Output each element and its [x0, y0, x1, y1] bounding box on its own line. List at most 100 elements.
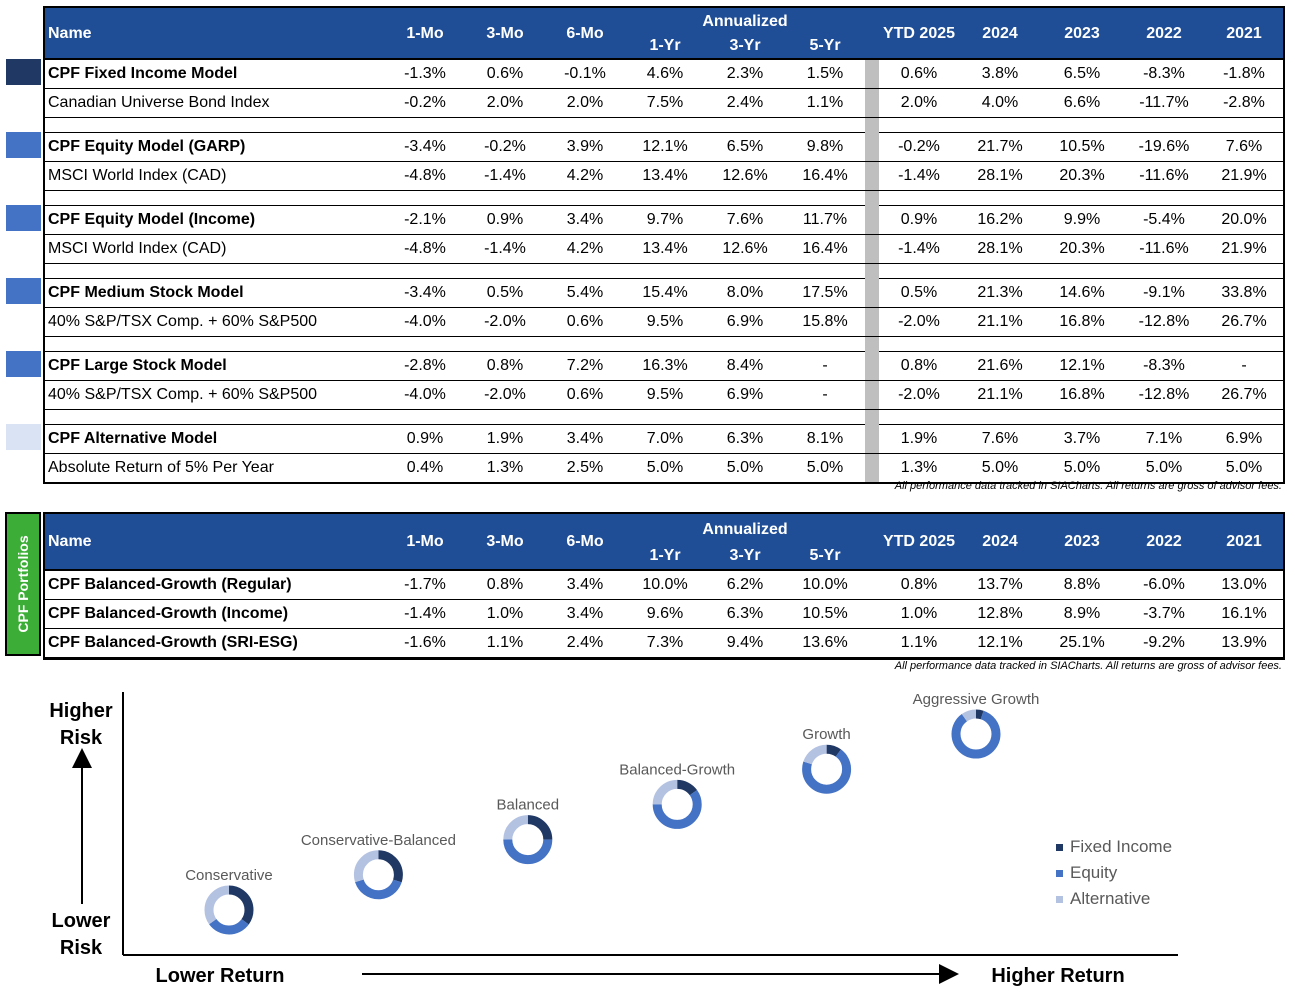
- table-cell: 8.4%: [726, 357, 764, 374]
- col-name: Name: [48, 25, 92, 42]
- table-cell: 21.7%: [977, 138, 1023, 155]
- portfolio-donut-aggressive-growth: Aggressive Growth: [913, 691, 1040, 759]
- table-cell: 25.1%: [1059, 634, 1105, 651]
- table-cell: -19.6%: [1138, 138, 1190, 155]
- table-cell: 16.2%: [977, 211, 1023, 228]
- col-3yr: 3-Yr: [729, 37, 761, 54]
- chart-legend: Fixed Income Equity Alternative: [1056, 834, 1172, 912]
- table-cell: 6.5%: [1063, 65, 1101, 82]
- table-cell: -8.3%: [1143, 357, 1185, 374]
- table-cell: 9.6%: [646, 605, 684, 622]
- table-cell: 16.8%: [1059, 313, 1105, 330]
- table-cell: 15.8%: [802, 313, 848, 330]
- table-cell: 8.0%: [726, 284, 764, 301]
- table-cell: 1.3%: [486, 459, 524, 476]
- table-cell: -2.8%: [404, 357, 446, 374]
- table-cell: -2.0%: [484, 386, 526, 403]
- row-name: CPF Alternative Model: [48, 430, 218, 447]
- table-cell: 2.0%: [486, 94, 524, 111]
- col-annualized: Annualized: [702, 13, 788, 30]
- table-cell: 10.0%: [802, 576, 848, 593]
- table-cell: 9.5%: [646, 386, 684, 403]
- table-cell: 11.7%: [802, 211, 848, 228]
- col-1yr: 1-Yr: [649, 37, 681, 54]
- table-cell: -5.4%: [1143, 211, 1185, 228]
- table-cell: -: [822, 386, 828, 403]
- row-name: CPF Large Stock Model: [48, 357, 227, 374]
- col-2021: 2021: [1226, 533, 1262, 550]
- row-name: CPF Balanced-Growth (Income): [48, 605, 289, 622]
- table-cell: 28.1%: [977, 167, 1023, 184]
- legend-swatch: [1056, 843, 1063, 851]
- table-cell: 17.5%: [802, 284, 848, 301]
- table-header: Name 1-Mo 3-Mo 6-Mo Annualized 1-Yr 3-Yr…: [45, 8, 1283, 60]
- higher-return-label: Higher Return: [991, 965, 1125, 987]
- table-cell: 13.7%: [977, 576, 1023, 593]
- table-cell: 2.4%: [566, 634, 604, 651]
- table-cell: 9.5%: [646, 313, 684, 330]
- table-cell: 33.8%: [1221, 284, 1267, 301]
- table-cell: -0.2%: [404, 94, 446, 111]
- row-name: Canadian Universe Bond Index: [48, 94, 270, 111]
- table-cell: -1.4%: [404, 605, 446, 622]
- table-cell: 13.4%: [642, 167, 688, 184]
- legend-label: Equity: [1070, 863, 1118, 882]
- table-cell: -2.0%: [898, 313, 940, 330]
- group-spacer: [45, 264, 1283, 279]
- col-2023: 2023: [1064, 533, 1100, 550]
- table-cell: -3.7%: [1143, 605, 1185, 622]
- col-5yr: 5-Yr: [809, 37, 841, 54]
- table-cell: 1.0%: [486, 605, 524, 622]
- table-cell: -1.7%: [404, 576, 446, 593]
- table-cell: 2.0%: [900, 94, 938, 111]
- table-cell: -2.0%: [484, 313, 526, 330]
- row-name: 40% S&P/TSX Comp. + 60% S&P500: [48, 386, 318, 403]
- group-spacer: [45, 118, 1283, 133]
- table-cell: 16.1%: [1221, 605, 1267, 622]
- portfolio-donut-growth: Growth: [802, 726, 852, 794]
- table-cell: 9.8%: [806, 138, 844, 155]
- table-cell: -1.4%: [484, 240, 526, 257]
- donut-segment: [353, 850, 403, 900]
- table-row: CPF Equity Model (GARP) -3.4% -0.2% 3.9% 12.…: [45, 133, 1283, 162]
- table-cell: 1.9%: [486, 430, 524, 447]
- point-label: Aggressive Growth: [913, 691, 1040, 708]
- donut-segment: [951, 709, 1001, 759]
- model-swatch: [6, 205, 41, 231]
- model-swatch: [6, 351, 41, 377]
- row-name: CPF Medium Stock Model: [48, 284, 244, 301]
- table-cell: 3.4%: [566, 576, 604, 593]
- row-name: 40% S&P/TSX Comp. + 60% S&P500: [48, 313, 318, 330]
- table-cell: -6.0%: [1143, 576, 1185, 593]
- table-cell: 7.5%: [646, 94, 684, 111]
- table-cell: 1.0%: [900, 605, 938, 622]
- table-cell: 6.6%: [1063, 94, 1101, 111]
- table-cell: 5.0%: [1145, 459, 1183, 476]
- model-swatch: [6, 424, 41, 450]
- table-row: CPF Balanced-Growth (SRI-ESG) -1.6% 1.1% 2.…: [45, 629, 1283, 658]
- row-name: CPF Equity Model (Income): [48, 211, 256, 228]
- table-cell: 21.3%: [977, 284, 1023, 301]
- legend-swatch: [1056, 895, 1063, 903]
- col-3mo: 3-Mo: [486, 25, 524, 42]
- table-cell: -4.0%: [404, 386, 446, 403]
- group-spacer: [45, 410, 1283, 425]
- table-cell: -3.4%: [404, 138, 446, 155]
- donut-segment: [204, 885, 254, 935]
- table-cell: 13.0%: [1221, 576, 1267, 593]
- table-cell: 10.5%: [1059, 138, 1105, 155]
- col-2024: 2024: [982, 533, 1018, 550]
- col-2021: 2021: [1226, 25, 1262, 42]
- table-cell: -4.8%: [404, 167, 446, 184]
- table-cell: 5.0%: [726, 459, 764, 476]
- col-2023: 2023: [1064, 25, 1100, 42]
- models-performance-table: Name 1-Mo 3-Mo 6-Mo Annualized 1-Yr 3-Yr…: [43, 6, 1285, 484]
- donut-segment: [652, 779, 702, 829]
- point-label: Balanced-Growth: [619, 761, 735, 778]
- table-cell: 0.8%: [486, 357, 524, 374]
- donut-segment: [802, 744, 852, 794]
- table-cell: 9.7%: [646, 211, 684, 228]
- table-cell: -2.0%: [898, 386, 940, 403]
- portfolio-donut-balanced: Balanced: [497, 797, 559, 865]
- table-cell: 6.9%: [1225, 430, 1263, 447]
